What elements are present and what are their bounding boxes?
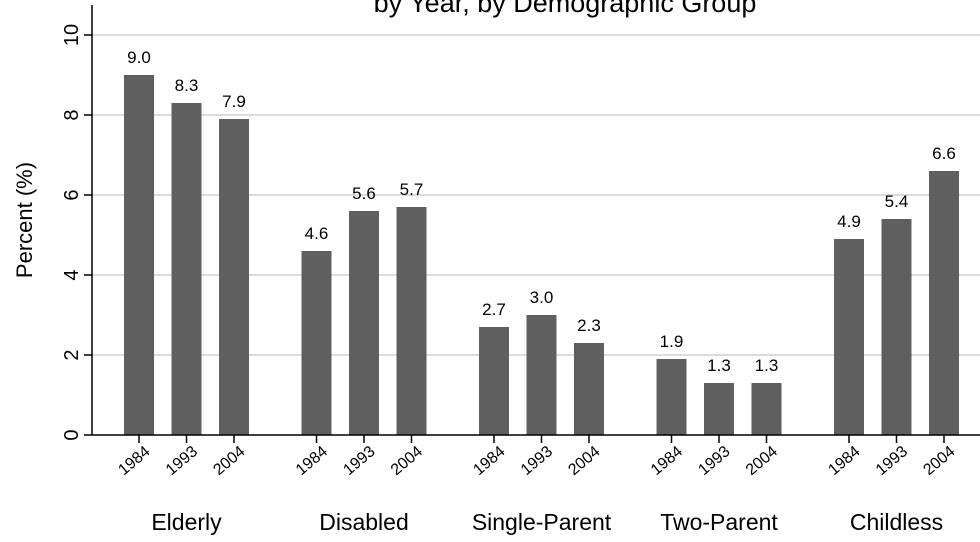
y-tick-label: 6 (61, 189, 83, 200)
data-label: 5.7 (400, 180, 424, 199)
bar (124, 75, 154, 435)
data-label: 5.6 (352, 184, 376, 203)
year-tick-label: 2004 (920, 443, 958, 479)
data-label: 4.6 (305, 224, 329, 243)
year-tick-label: 1984 (648, 443, 686, 479)
year-tick-label: 2004 (210, 443, 248, 479)
year-tick-label: 2004 (388, 443, 426, 479)
bar (929, 171, 959, 435)
bar (301, 251, 332, 435)
data-label: 1.3 (755, 356, 779, 375)
bar (751, 383, 782, 435)
data-label: 2.3 (577, 316, 601, 335)
axes (84, 5, 980, 443)
bar (704, 383, 734, 435)
year-tick-label: 1984 (293, 443, 331, 479)
data-label: 6.6 (932, 144, 956, 163)
data-label: 4.9 (837, 212, 861, 231)
year-tick-label: 1993 (518, 443, 556, 479)
bar (574, 343, 604, 435)
data-label: 3.0 (530, 288, 554, 307)
year-tick-label: 1993 (163, 443, 201, 479)
data-label: 1.3 (707, 356, 731, 375)
y-tick-label: 10 (61, 24, 83, 46)
bar (349, 211, 379, 435)
bar (479, 327, 509, 435)
year-tick-label: 1993 (873, 443, 911, 479)
data-label: 1.9 (660, 332, 684, 351)
year-tick-label: 1984 (470, 443, 508, 479)
y-tick-label: 8 (61, 109, 83, 120)
y-tick-label: 2 (61, 349, 83, 360)
bar (219, 119, 249, 435)
bar (171, 103, 202, 435)
year-tick-label: 1993 (340, 443, 378, 479)
year-tick-label: 1984 (825, 443, 863, 479)
year-tick-label: 2004 (565, 443, 603, 479)
bar (834, 239, 864, 435)
group-label: Disabled (319, 509, 409, 535)
data-label: 9.0 (127, 48, 151, 67)
y-axis-label: Percent (%) (12, 162, 37, 278)
data-label: 7.9 (222, 92, 246, 111)
group-label: Elderly (151, 509, 222, 535)
bars (124, 75, 959, 435)
year-tick-label: 1993 (695, 443, 733, 479)
data-label: 5.4 (885, 192, 909, 211)
y-tick-label: 0 (61, 429, 83, 440)
year-tick-label: 2004 (743, 443, 781, 479)
bar (656, 359, 687, 435)
y-tick-label: 4 (61, 269, 83, 280)
chart-title: by Year, by Demographic Group (374, 0, 757, 18)
group-label: Single-Parent (472, 509, 612, 535)
data-label: 2.7 (482, 300, 506, 319)
bar (526, 315, 557, 435)
group-label: Childless (850, 509, 943, 535)
bar (881, 219, 912, 435)
data-label: 8.3 (175, 76, 199, 95)
year-tick-label: 1984 (115, 443, 153, 479)
bar (396, 207, 427, 435)
group-label: Two-Parent (660, 509, 778, 535)
